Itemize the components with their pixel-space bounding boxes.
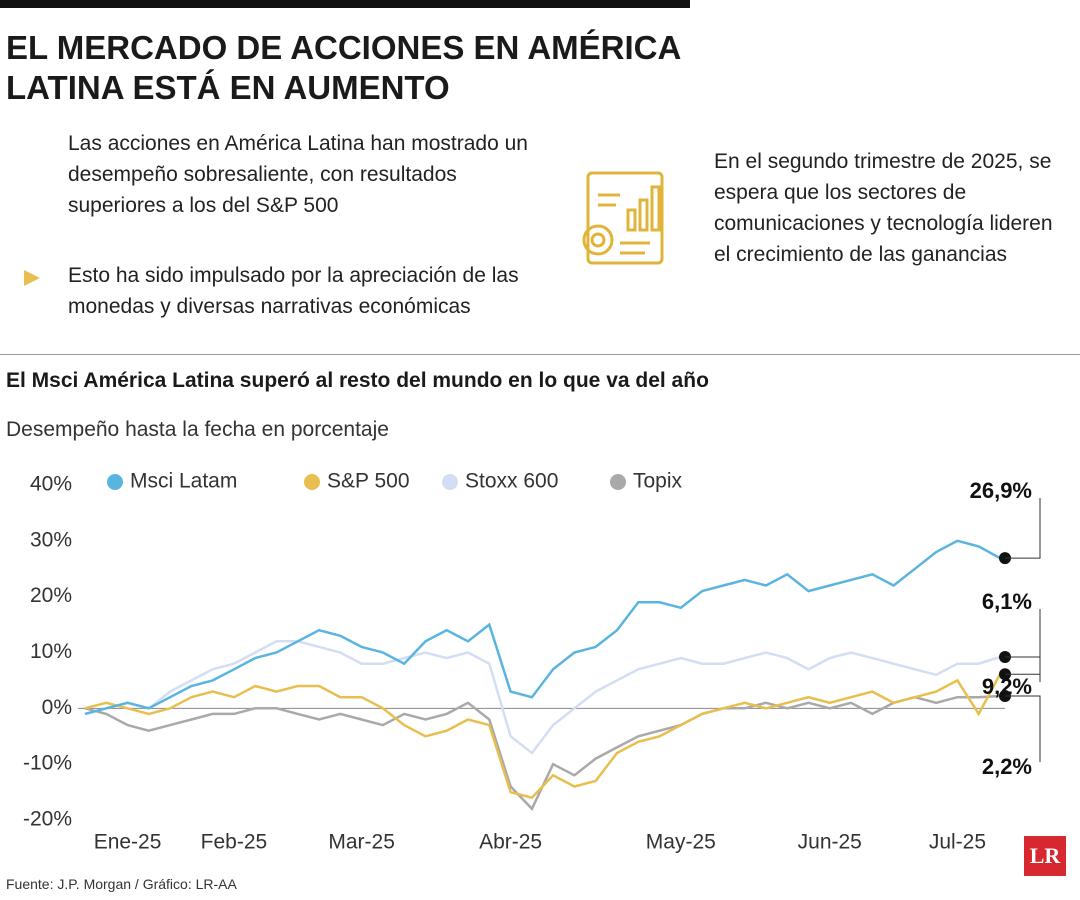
legend-label: Topix <box>633 470 683 493</box>
logo: LR <box>1024 836 1066 876</box>
top-bar <box>0 0 690 8</box>
series-line <box>84 539 1001 716</box>
series-line <box>84 640 1001 755</box>
connector <box>1005 609 1041 675</box>
connector <box>1005 498 1041 559</box>
end-label: 26,9% <box>970 478 1032 503</box>
legend-marker <box>107 474 123 490</box>
legend-label: Msci Latam <box>130 470 237 493</box>
point: En el segundo trimestre de 2025, se espe… <box>714 150 1053 266</box>
x-tick-label: Jun-25 <box>798 831 862 854</box>
end-label: 2,2% <box>982 754 1032 779</box>
series-line <box>84 673 1002 800</box>
y-tick-label: -20% <box>23 808 72 831</box>
y-tick-label: -10% <box>23 752 72 775</box>
title: EL MERCADO DE ACCIONES EN AMÉRICA LATINA… <box>6 29 681 106</box>
icon <box>582 171 664 265</box>
y-tick-label: 0% <box>42 696 72 719</box>
chart-title: El Msci América Latina superó al resto d… <box>6 369 709 392</box>
point: Esto ha sido impulsado por la apreciació… <box>68 264 519 318</box>
bullet-arrow <box>24 270 40 286</box>
connector <box>1005 695 1041 762</box>
x-tick-label: Ene-25 <box>94 831 162 854</box>
x-tick-label: Jul-25 <box>929 831 986 854</box>
legend-marker <box>610 474 626 490</box>
x-tick-label: Abr-25 <box>479 831 542 854</box>
legend-label: Stoxx 600 <box>465 470 558 493</box>
x-tick-label: May-25 <box>646 831 716 854</box>
y-tick-label: 40% <box>30 473 72 496</box>
series-line <box>84 694 1001 811</box>
legend-marker <box>442 474 458 490</box>
divider <box>0 354 1080 355</box>
x-tick-label: Mar-25 <box>328 831 395 854</box>
legend-label: S&P 500 <box>327 470 410 493</box>
y-tick-label: 10% <box>30 640 72 663</box>
connector <box>1005 656 1041 682</box>
point: Las acciones en América Latina han mostr… <box>68 132 528 217</box>
y-tick-label: 20% <box>30 584 72 607</box>
y-tick-label: 30% <box>30 528 72 551</box>
legend-marker <box>304 474 320 490</box>
chart-subtitle: Desempeño hasta la fecha en porcentaje <box>6 418 389 441</box>
source: Fuente: J.P. Morgan / Gráfico: LR-AA <box>6 876 237 892</box>
end-label: 6,1% <box>982 589 1032 614</box>
x-tick-label: Feb-25 <box>201 831 268 854</box>
